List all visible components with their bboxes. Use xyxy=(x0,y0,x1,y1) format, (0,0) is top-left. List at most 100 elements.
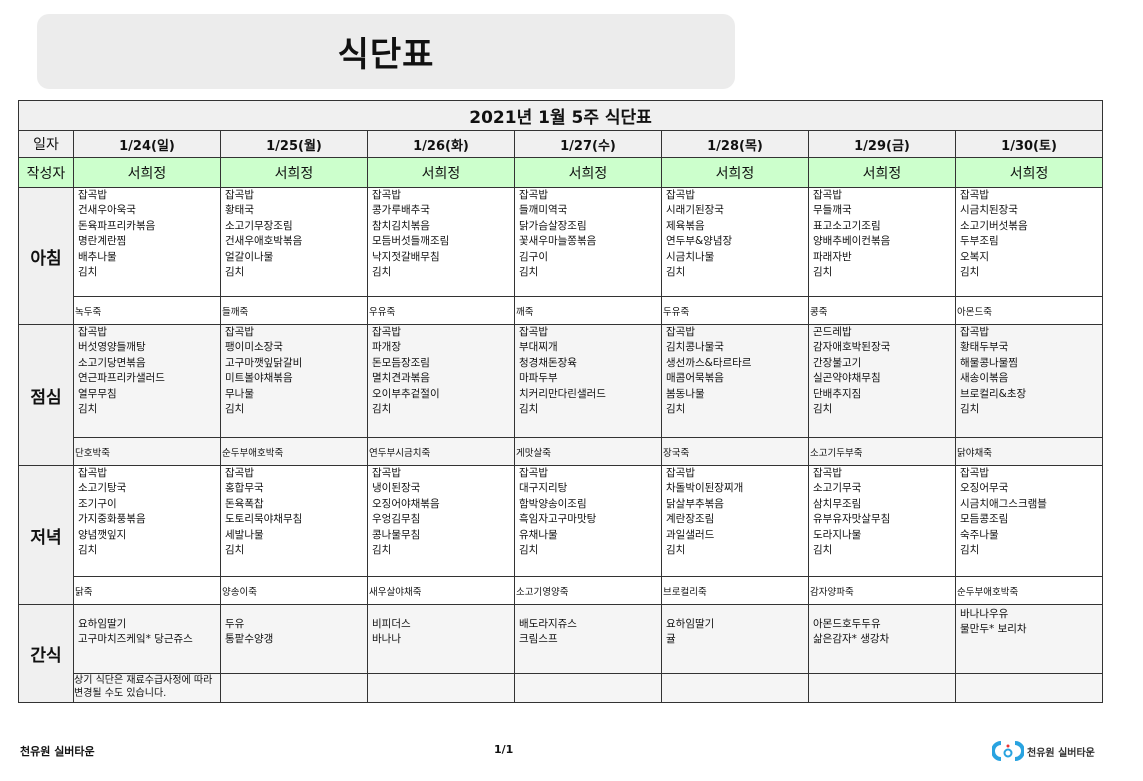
menu-item: 김구이 xyxy=(519,250,548,263)
menu-item: 치커리만다린샐러드 xyxy=(519,387,606,400)
porridge-row: 단호박죽 순두부애호박죽 연두부시금치죽 게맛살죽 장국죽 소고기두부죽 닭야채죽 xyxy=(19,437,1104,466)
menu-item: 단배추지짐 xyxy=(813,387,862,400)
porridge-cell: 연두부시금치죽 xyxy=(367,437,515,466)
meal-label: 저녁 xyxy=(18,465,74,605)
author-cell: 서희정 xyxy=(954,157,1104,188)
menu-cell: 잡곡밥 부대찌개 청경채돈장육 마파두부 치커리만다린샐러드 김치 xyxy=(514,324,662,438)
menu-item: 김치 xyxy=(78,266,98,279)
menu-cell: 잡곡밥 파개장 돈모듬장조림 멸치견과볶음 오이부추겉절이 김치 xyxy=(367,324,515,438)
snack-cell: 요하임딸기 고구마치즈케잌* 당근쥬스 xyxy=(73,604,221,674)
menu-item: 배추나물 xyxy=(78,250,117,263)
menu-item: 김치 xyxy=(225,544,245,557)
meal-row: 저녁 잡곡밥 소고기탕국 조기구이 가지중화풍볶음 양념깻잎지 김치 잡곡밥 홍합무국 돈육폭찹 도… xyxy=(18,465,1104,605)
menu-item: 잡곡밥 xyxy=(225,326,254,338)
snack-item: 아몬드호두두유 xyxy=(813,618,881,630)
menu-cell: 잡곡밥 팽이미소장국 고구마깻잎닭갈비 미트볼야채볶음 무나물 김치 xyxy=(220,324,368,438)
menu-item: 소고기무장조림 xyxy=(225,219,293,232)
empty-cell xyxy=(367,673,515,703)
porridge-cell: 들깨죽 xyxy=(220,296,368,325)
menu-item: 돈모듬장조림 xyxy=(372,356,430,369)
porridge-cell: 깨죽 xyxy=(514,296,662,325)
menu-item: 김치 xyxy=(666,403,686,416)
menu-item: 들깨미역국 xyxy=(519,204,568,217)
menu-item: 팽이미소장국 xyxy=(225,341,283,354)
menu-item: 김치 xyxy=(960,403,980,416)
porridge-cell: 순두부애호박죽 xyxy=(954,576,1104,605)
meal-label: 점심 xyxy=(18,324,74,466)
menu-item: 잡곡밥 xyxy=(225,467,254,479)
menu-item: 멸치견과볶음 xyxy=(372,372,430,385)
porridge-cell: 소고기두부죽 xyxy=(808,437,956,466)
author-cell: 서희정 xyxy=(220,157,368,188)
menu-item: 곤드레밥 xyxy=(813,326,852,338)
menu-item: 김치 xyxy=(666,266,686,279)
snack-item: 통팥수양갱 xyxy=(225,633,274,646)
empty-cell xyxy=(954,673,1104,703)
menu-item: 김치 xyxy=(78,544,98,557)
logo-text: 천유원 실버타운 xyxy=(1027,747,1095,759)
porridge-cell: 닭야채죽 xyxy=(954,437,1104,466)
author-cell: 서희정 xyxy=(661,157,809,188)
author-label: 작성자 xyxy=(18,157,74,188)
menu-item: 잡곡밥 xyxy=(78,326,107,338)
menu-item: 소고기탕국 xyxy=(78,482,127,495)
menu-cell: 잡곡밥 버섯영양들깨탕 소고기당면볶음 연근파프리카샐러드 열무무침 김치 xyxy=(73,324,221,438)
empty-cell xyxy=(514,673,662,703)
menu-item: 부대찌개 xyxy=(519,341,558,354)
menu-item: 감자애호박된장국 xyxy=(813,341,891,354)
menu-cell: 잡곡밥 소고기탕국 조기구이 가지중화풍볶음 양념깻잎지 김치 xyxy=(73,465,221,577)
menu-cell: 잡곡밥 김치콩나물국 생선까스&타르타르 매콤어묵볶음 봄동나물 김치 xyxy=(661,324,809,438)
snack-item: 바나나우유 xyxy=(960,608,1009,620)
menu-item: 돈육파프리카볶음 xyxy=(78,219,156,232)
menu-item: 파개장 xyxy=(372,341,401,354)
menu-item: 오징어무국 xyxy=(960,482,1009,495)
menu-cell: 잡곡밥 시래기된장국 제육볶음 연두부&양념장 시금치나물 김치 xyxy=(661,187,809,297)
author-cell: 서희정 xyxy=(808,157,956,188)
menu-item: 실곤약야채무침 xyxy=(813,372,881,385)
snack-row: 간식 요하임딸기 고구마치즈케잌* 당근쥬스 두유 통팥수양갱 비피더스 바나나 배도라지쥬스… xyxy=(18,604,1104,703)
porridge-cell: 녹두죽 xyxy=(73,296,221,325)
title-banner: 식단표 xyxy=(37,14,735,89)
menu-item: 황태두부국 xyxy=(960,341,1009,354)
menu-item: 잡곡밥 xyxy=(519,467,548,479)
menu-item: 김치 xyxy=(813,544,833,557)
menu-item: 냉이된장국 xyxy=(372,482,421,495)
menu-item: 김치 xyxy=(813,266,833,279)
menu-item: 낙지젓갈배무침 xyxy=(372,250,440,263)
snack-item: 요하임딸기 xyxy=(78,618,127,630)
menu-item: 김치 xyxy=(372,544,392,557)
menu-item: 시금치된장국 xyxy=(960,204,1018,217)
menu-item: 잡곡밥 xyxy=(666,467,695,479)
menu-item: 건새우아욱국 xyxy=(78,204,136,217)
date-cell: 1/24(일) xyxy=(73,130,221,158)
menu-item: 오징어야채볶음 xyxy=(372,497,440,510)
menu-item: 소고기무국 xyxy=(813,482,862,495)
menu-item: 잡곡밥 xyxy=(372,189,401,201)
table-caption: 2021년 1월 5주 식단표 xyxy=(17,100,1104,131)
menu-item: 소고기당면볶음 xyxy=(78,356,146,369)
menu-item: 콩가루배추국 xyxy=(372,204,430,217)
porridge-row: 녹두죽 들깨죽 우유죽 깨죽 두유죽 콩죽 아몬드죽 xyxy=(19,296,1104,325)
snack-item: 삶은감자* 생강차 xyxy=(813,633,890,646)
porridge-cell: 우유죽 xyxy=(367,296,515,325)
menu-item: 김치 xyxy=(519,266,539,279)
menu-item: 돈육폭찹 xyxy=(225,497,264,510)
meal-row: 아침 잡곡밥 건새우아욱국 돈육파프리카볶음 명란계란찜 배추나물 김치 잡곡밥 황태국 소고기무… xyxy=(18,187,1104,325)
snack-cell: 두유 통팥수양갱 xyxy=(220,604,368,674)
empty-cell xyxy=(808,673,956,703)
menu-item: 참치김치볶음 xyxy=(372,219,430,232)
porridge-cell: 양송이죽 xyxy=(220,576,368,605)
date-label: 일자 xyxy=(18,130,74,158)
snack-item: 배도라지쥬스 xyxy=(519,618,577,630)
menu-item: 도토리묵야채무침 xyxy=(225,513,303,526)
menu-item: 잡곡밥 xyxy=(519,189,548,201)
menu-item: 버섯영양들깨탕 xyxy=(78,341,146,354)
date-cell: 1/26(화) xyxy=(367,130,515,158)
menu-item: 가지중화풍볶음 xyxy=(78,513,146,526)
menu-item: 시금치애그스크램블 xyxy=(960,497,1047,510)
menu-item: 유부유자맛살무침 xyxy=(813,513,891,526)
porridge-row: 닭죽 양송이죽 새우살야채죽 소고기영양죽 브로컬리죽 감자양파죽 순두부애호박죽 xyxy=(19,576,1104,605)
menu-item: 명란계란찜 xyxy=(78,235,127,248)
menu-item: 시래기된장국 xyxy=(666,204,724,217)
menu-item: 오복지 xyxy=(960,250,989,263)
